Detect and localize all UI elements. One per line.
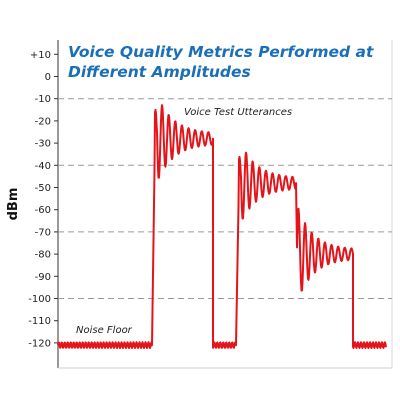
y-tick-label: -80: [35, 250, 51, 261]
y-tick-label: -100: [28, 294, 51, 305]
y-tick-label: -70: [35, 227, 51, 238]
y-tick-label: -10: [35, 94, 51, 105]
chart-title-line1: Voice Quality Metrics Performed at: [68, 43, 374, 61]
y-tick-label: -120: [28, 338, 51, 349]
y-tick-label: 0: [45, 72, 51, 83]
annotation-voice-test-utterances: Voice Test Utterances: [184, 107, 292, 118]
y-tick-label: -30: [35, 139, 51, 150]
y-tick-label: -50: [35, 183, 51, 194]
y-tick-label: -40: [35, 161, 51, 172]
signal-line: [57, 104, 387, 349]
y-tick-label: -20: [35, 116, 51, 127]
annotation-noise-floor: Noise Floor: [76, 325, 133, 336]
y-tick-label: -60: [35, 205, 51, 216]
chart-title-line2: Different Amplitudes: [68, 63, 251, 81]
y-axis-label: dBm: [6, 188, 21, 221]
y-tick-label: -110: [28, 316, 51, 327]
y-tick-label: +10: [30, 50, 51, 61]
y-tick-label: -90: [35, 272, 51, 283]
